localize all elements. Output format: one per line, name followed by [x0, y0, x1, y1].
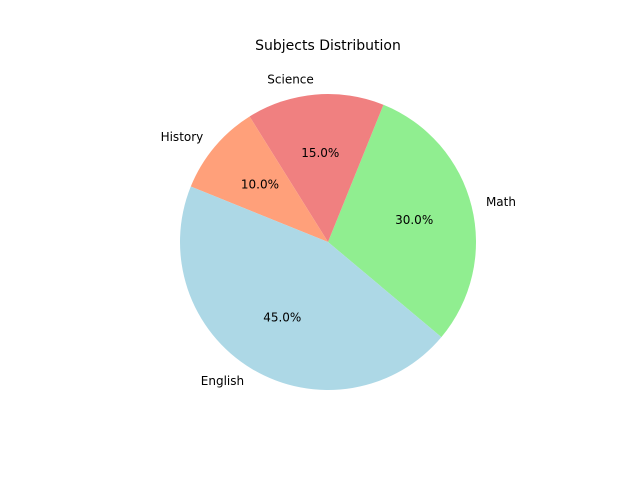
- pie-slice-english: [180, 186, 442, 390]
- percent-label-history: 10.0%: [241, 177, 279, 191]
- chart-title: Subjects Distribution: [255, 38, 401, 54]
- percent-label-science: 15.0%: [301, 146, 339, 160]
- pie-slices: [180, 94, 477, 390]
- percent-label-math: 30.0%: [395, 213, 433, 227]
- pie-slice-science: [249, 94, 384, 242]
- pie-labels: Math 30.0% Science 15.0% History 10.0% English…: [161, 72, 516, 388]
- slice-label-english: English: [201, 374, 244, 388]
- pie-slice-math: [328, 104, 477, 338]
- percent-label-english: 45.0%: [263, 311, 301, 325]
- pie-slice-history: [190, 116, 328, 242]
- slice-label-history: History: [161, 130, 204, 144]
- slice-label-science: Science: [267, 72, 314, 86]
- slice-label-math: Math: [486, 195, 516, 209]
